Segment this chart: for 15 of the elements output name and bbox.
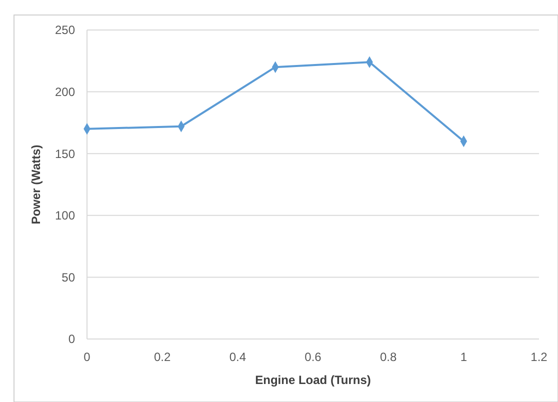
y-tick-label: 50 xyxy=(62,270,76,284)
x-tick-label: 0.6 xyxy=(304,350,322,364)
x-tick-label: 0 xyxy=(84,350,91,364)
x-axis-title: Engine Load (Turns) xyxy=(255,373,371,387)
y-tick-label: 200 xyxy=(54,85,76,99)
y-tick-label: 100 xyxy=(54,208,76,223)
y-tick-label: 250 xyxy=(54,23,76,38)
x-tick-label: 0.8 xyxy=(380,350,397,364)
y-tick-label: 150 xyxy=(54,146,76,161)
y-axis-title: Power (Watts) xyxy=(29,144,43,224)
x-tick-label: 0.4 xyxy=(229,350,246,364)
x-tick-label: 1 xyxy=(460,350,468,364)
y-tick-label: 0 xyxy=(68,332,76,346)
x-tick-label: 0.2 xyxy=(154,350,171,364)
x-tick-label: 1.2 xyxy=(530,350,548,364)
